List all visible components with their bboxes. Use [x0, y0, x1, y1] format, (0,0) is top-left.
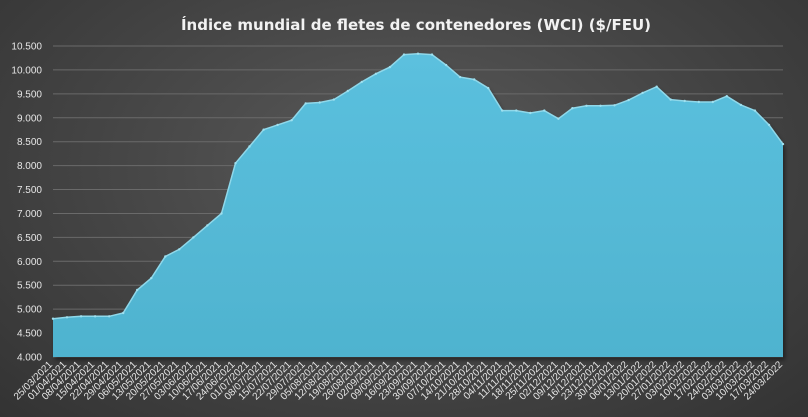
- y-tick-label: 4.000: [17, 353, 42, 364]
- data-point: [655, 85, 658, 88]
- y-axis: 4.000 4.500 5.000 5.500 6.000 6.500 7.000 7.500…: [11, 42, 42, 364]
- data-point: [501, 109, 504, 112]
- data-point: [725, 95, 728, 98]
- y-tick-label: 10.000: [11, 65, 42, 76]
- data-point: [515, 109, 518, 112]
- y-tick-label: 6.000: [17, 257, 42, 268]
- data-point: [739, 103, 743, 107]
- data-point: [711, 100, 714, 104]
- data-point: [487, 86, 490, 90]
- y-tick-label: 5.500: [17, 281, 42, 292]
- data-point: [51, 317, 55, 320]
- y-tick-label: 7.500: [17, 185, 42, 196]
- data-point: [599, 104, 602, 108]
- y-tick-label: 5.000: [17, 305, 42, 316]
- y-tick-label: 4.500: [17, 329, 42, 340]
- data-point: [164, 255, 167, 258]
- data-point: [669, 98, 672, 101]
- data-point: [374, 72, 378, 76]
- data-point: [781, 142, 785, 146]
- data-point: [108, 315, 111, 318]
- data-point: [388, 65, 392, 69]
- data-point: [416, 52, 420, 55]
- data-point: [332, 98, 335, 101]
- data-point: [220, 212, 223, 215]
- data-point: [150, 276, 153, 280]
- data-point: [234, 162, 237, 165]
- data-point: [473, 78, 476, 81]
- data-point: [641, 91, 644, 95]
- data-point: [697, 100, 700, 104]
- data-point: [93, 315, 97, 318]
- y-tick-label: 7.000: [17, 209, 42, 220]
- area-series: [51, 52, 785, 357]
- y-tick-label: 8.000: [17, 161, 42, 172]
- data-point: [402, 53, 406, 56]
- data-point: [627, 98, 630, 102]
- data-point: [529, 111, 532, 115]
- data-point: [318, 101, 321, 104]
- y-tick-label: 9.000: [17, 113, 42, 124]
- data-point: [683, 99, 686, 103]
- chart-title: Índice mundial de fletes de contenedores…: [181, 15, 651, 34]
- data-point: [206, 224, 209, 227]
- data-point: [136, 288, 139, 292]
- data-point: [458, 75, 462, 79]
- data-point: [178, 248, 181, 251]
- data-point: [543, 109, 546, 112]
- y-tick-label: 6.500: [17, 233, 42, 244]
- data-point: [65, 316, 69, 319]
- y-tick-label: 9.500: [17, 89, 42, 100]
- data-point: [571, 107, 574, 110]
- data-point: [430, 53, 434, 56]
- data-point: [248, 145, 251, 148]
- data-point: [276, 123, 279, 127]
- x-axis: 25/03/202101/04/202108/04/202115/04/2021…: [12, 359, 785, 402]
- data-point: [304, 102, 307, 105]
- y-tick-label: 8.500: [17, 137, 42, 148]
- data-point: [767, 123, 771, 127]
- data-point: [753, 109, 757, 112]
- data-point: [290, 119, 293, 122]
- data-point: [444, 63, 448, 67]
- data-point: [557, 117, 560, 120]
- data-point: [360, 80, 363, 84]
- data-point: [79, 315, 83, 318]
- data-point: [346, 89, 349, 93]
- data-point: [122, 311, 125, 315]
- data-point: [192, 236, 195, 239]
- data-point: [613, 104, 616, 107]
- y-tick-label: 10.500: [11, 42, 42, 53]
- area-fill: [53, 53, 783, 357]
- data-point: [262, 128, 265, 131]
- data-point: [585, 104, 588, 108]
